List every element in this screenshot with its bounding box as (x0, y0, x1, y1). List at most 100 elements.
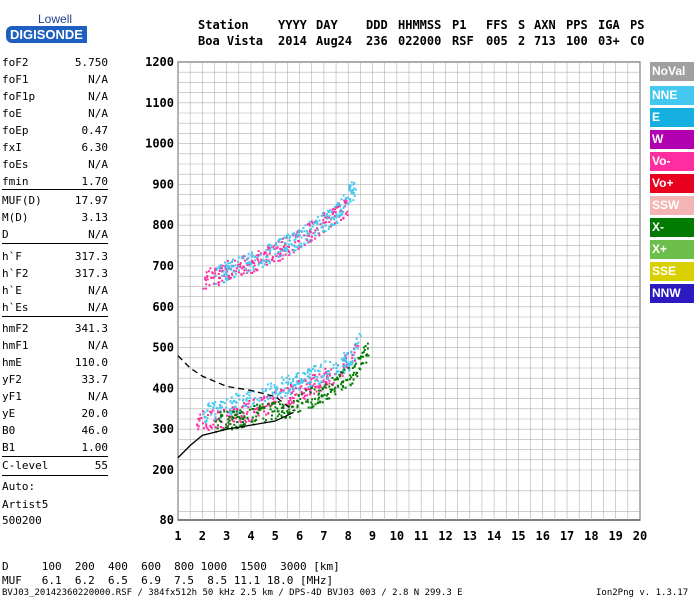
echo-point (220, 406, 223, 409)
echo-point (264, 399, 267, 402)
echo-point (224, 266, 227, 269)
echo-point (218, 281, 221, 284)
echo-point (321, 394, 324, 397)
echo-point (295, 393, 298, 396)
echo-point (304, 379, 307, 382)
echo-point (278, 392, 281, 395)
echo-point (236, 421, 239, 424)
x-tick-label: 16 (536, 529, 550, 543)
echo-point (247, 391, 250, 394)
echo-point (341, 371, 344, 374)
echo-point (312, 223, 315, 226)
echo-point (281, 382, 284, 385)
echo-point (299, 398, 302, 401)
echo-point (299, 382, 302, 385)
echo-point (256, 412, 259, 415)
echo-point (219, 426, 222, 429)
echo-point (197, 425, 200, 428)
echo-point (320, 214, 323, 217)
echo-point (275, 247, 278, 250)
echo-point (281, 248, 284, 251)
echo-point (341, 384, 344, 387)
echo-point (217, 276, 220, 279)
echo-point (351, 353, 354, 356)
echo-point (200, 416, 203, 419)
echo-point (292, 387, 295, 390)
echo-point (349, 384, 352, 387)
echo-point (281, 257, 284, 260)
param-row: fmin 1.70 (2, 175, 108, 189)
param-row: foF2 5.750 (2, 56, 108, 70)
echo-point (271, 392, 274, 395)
echo-point (301, 392, 304, 395)
param-name: yE (2, 407, 16, 420)
echo-point (329, 209, 332, 212)
echo-point (346, 353, 349, 356)
echo-point (352, 354, 355, 357)
echo-point (241, 416, 244, 419)
echo-point (352, 199, 355, 202)
echo-point (302, 379, 305, 382)
echo-point (240, 273, 243, 276)
echo-point (296, 404, 299, 407)
echo-point (296, 382, 299, 385)
echo-point (240, 409, 243, 412)
echo-point (346, 202, 349, 205)
echo-point (336, 222, 339, 225)
digisonde-logo: Lowell DIGISONDE (4, 8, 96, 48)
echo-point (242, 272, 245, 275)
echo-point (256, 268, 259, 271)
val-pps: 100 (566, 34, 588, 48)
echo-point (302, 396, 305, 399)
echo-point (328, 215, 331, 218)
echo-point (221, 414, 224, 417)
echo-point (267, 260, 270, 263)
echo-point (351, 361, 354, 364)
echo-point (348, 362, 351, 365)
echo-point (291, 391, 294, 394)
echo-point (329, 218, 332, 221)
echo-point (279, 247, 282, 250)
echo-point (273, 260, 276, 263)
echo-point (254, 404, 257, 407)
echo-point (239, 263, 242, 266)
echo-point (218, 265, 221, 268)
echo-point (225, 266, 228, 269)
echo-point (239, 421, 242, 424)
echo-point (319, 389, 322, 392)
echo-point (262, 417, 265, 420)
echo-point (297, 394, 300, 397)
y-tick-label: 800 (152, 218, 174, 232)
echo-point (222, 408, 225, 411)
echo-point (362, 346, 365, 349)
echo-point (325, 381, 328, 384)
echo-point (353, 187, 356, 190)
echo-point (288, 390, 291, 393)
param-value: 6.30 (81, 141, 109, 154)
echo-point (257, 414, 260, 417)
echo-point (263, 253, 266, 256)
echo-point (217, 281, 220, 284)
echo-point (281, 397, 284, 400)
echo-point (248, 408, 251, 411)
echo-point (316, 223, 319, 226)
echo-point (276, 388, 279, 391)
param-name: foE (2, 107, 22, 120)
echo-point (359, 334, 362, 337)
echo-point (298, 379, 301, 382)
echo-point (330, 217, 333, 220)
param-value: 17.97 (74, 194, 108, 207)
echo-point (313, 231, 316, 234)
echo-point (350, 192, 353, 195)
val-ffs: 005 (486, 34, 508, 48)
val-ddd: 236 (366, 34, 388, 48)
echo-point (280, 396, 283, 399)
echo-point (232, 411, 235, 414)
param-name: fxI (2, 141, 22, 154)
echo-point (361, 351, 364, 354)
echo-point (224, 278, 227, 281)
echo-point (199, 413, 202, 416)
echo-point (265, 258, 268, 261)
echo-point (308, 376, 311, 379)
echo-point (317, 380, 320, 383)
